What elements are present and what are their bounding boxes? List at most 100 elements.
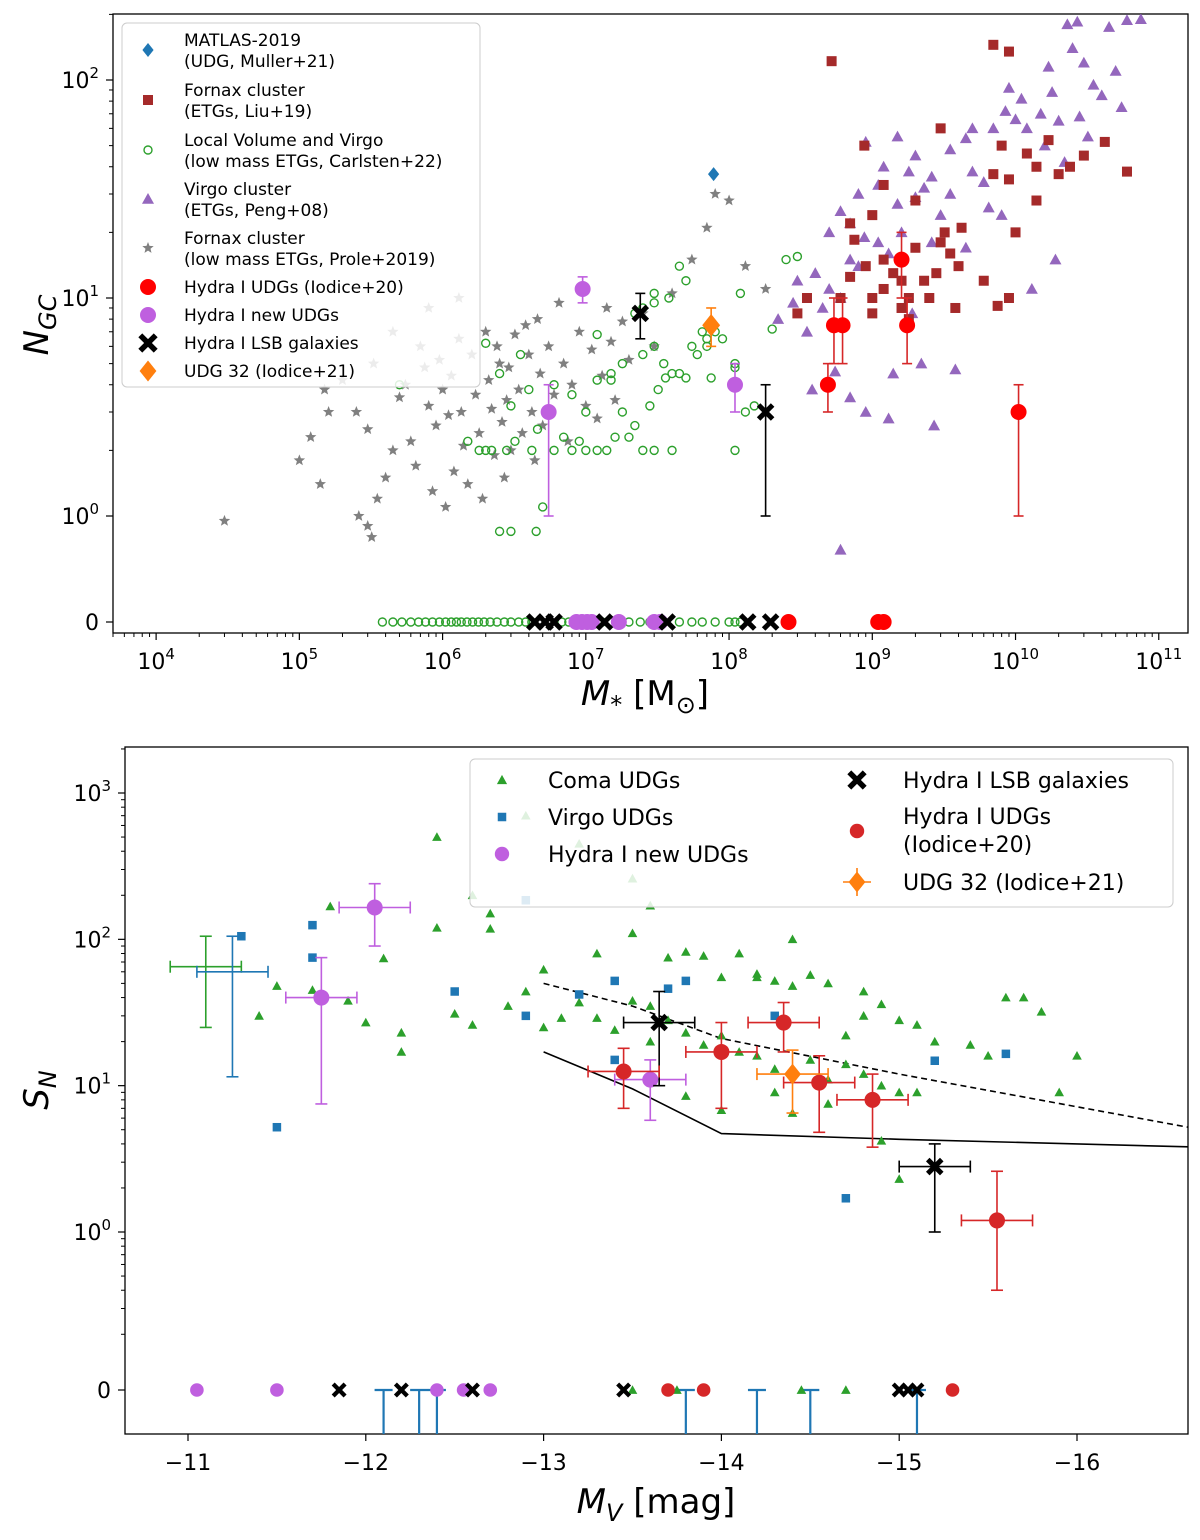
coma-point [556,1013,567,1022]
legend-fornax_prole-label: Fornax cluster [184,229,305,249]
xlabel-unit-open: [M [622,674,675,714]
fornax_prole-point [586,343,598,355]
legend-box [121,22,481,388]
zero_lv-point [388,617,398,627]
coma-point [858,986,869,996]
legend-hydra_lsb-label: Hydra I LSB galaxies [184,334,359,354]
coma-point [716,972,727,982]
xlabel-main: M [577,1482,606,1522]
virgo_peng-point [816,301,829,313]
fornax_liu-point [956,222,967,233]
zero_lv-point [451,617,462,627]
virgo_peng-point [1025,282,1038,294]
fornax_prole-point [353,510,365,521]
coma-point [769,1064,780,1073]
coma-point [396,1027,407,1037]
coma-point [876,1080,887,1090]
coma-point [503,1001,513,1010]
coma-point [681,1091,691,1100]
hydra_udgs-point [615,1063,632,1080]
tick-exp: 0 [101,1216,111,1234]
coma-point [894,1015,904,1025]
y-tick-label: 100 [73,1216,111,1246]
virgo-point [663,984,673,993]
coma-point [1018,992,1029,1002]
virgo_peng-point [1134,14,1147,25]
tick-base: 10 [992,650,1020,675]
zero_new-point [190,1383,204,1397]
y-tick-label: 0 [85,611,99,636]
coma-point [716,1105,727,1115]
tick-base: 10 [73,1075,101,1100]
hydra_lsb-point [631,304,650,323]
virgo_peng-point [882,412,895,424]
lv_virgo-point [494,368,505,379]
x-tick-label: 107 [567,645,605,675]
lv_virgo-point [674,261,685,271]
legend-virgo_peng-label-2: (ETGs, Peng+08) [184,201,329,221]
lv_virgo-point [667,445,677,456]
virgo_peng-point [787,296,800,308]
x-tick-label: −16 [1054,1451,1100,1476]
lv_virgo-point [692,349,702,360]
zero_new-point [610,614,627,630]
lv_virgo-point [681,276,691,286]
legend-hydra_new-label: Hydra I new UDGs [184,306,339,326]
coma-point [396,1047,407,1056]
zero_lsb-point [331,1382,347,1398]
fornax_liu-point [945,248,956,259]
tick-exp: 2 [89,64,99,82]
virgo-point [610,976,619,986]
xlabel-unit-close: ] [696,674,709,714]
fornax_liu-point [953,261,964,272]
hydra_new-point [366,899,383,916]
fornax_liu-point [939,227,950,238]
virgo_peng-point [1095,89,1108,101]
virgo_peng-point [834,543,847,555]
fornax_liu-point [992,300,1003,311]
lv_virgo-point [706,373,716,383]
lv_virgo-point [702,334,712,344]
virgo-point [770,1011,779,1021]
fornax_prole-point [366,531,378,542]
virgo_peng-point [949,363,962,375]
virgo_peng-point [977,176,990,187]
x-tick-label: 104 [137,645,175,675]
ylabel-sub: GC [34,294,62,330]
virgo_peng-point [887,367,900,379]
fornax_prole-point [498,471,511,483]
fornax_prole-point [537,419,549,431]
xlabel-main: M [581,674,610,714]
fornax_prole-point [605,335,617,347]
legend-hydra_lsb-marker [138,333,158,353]
legend-lv_virgo-label: Local Volume and Virgo [184,131,383,151]
virgo-point [681,976,691,986]
lv_virgo-point [463,436,473,447]
lv_virgo-point [592,329,602,340]
fornax_prole-point [485,402,498,414]
virgo_peng-point [944,143,957,155]
x-tick-label: 1011 [1135,645,1182,675]
zero_lv-point [440,617,451,627]
zero_lv-point [456,617,466,627]
coma-point [894,1087,904,1097]
tick-base: 10 [567,650,595,675]
legend-hydra_new-label: Hydra I new UDGs [548,843,749,868]
lv_virgo-point [664,293,674,303]
zero_lsb-point [909,1382,925,1398]
fornax_prole-point [480,325,492,337]
coma-point [983,1050,993,1060]
fornax_prole-point [523,348,535,360]
fornax_prole-point [553,296,565,308]
lv_virgo-point [506,401,516,411]
x-axis-label: MV [mag] [577,1482,736,1527]
tick-exp: 9 [882,645,892,663]
fornax_liu-point [801,293,812,303]
legend-fornax_liu-label-2: (ETGs, Liu+19) [184,102,312,122]
tick-base: 10 [61,505,89,530]
legend-matlas-marker [142,43,154,57]
coma-point [485,908,496,918]
fornax_prole-point [457,439,470,451]
tick-base: 10 [424,650,452,675]
legend-hydra_lsb-marker [847,770,867,790]
